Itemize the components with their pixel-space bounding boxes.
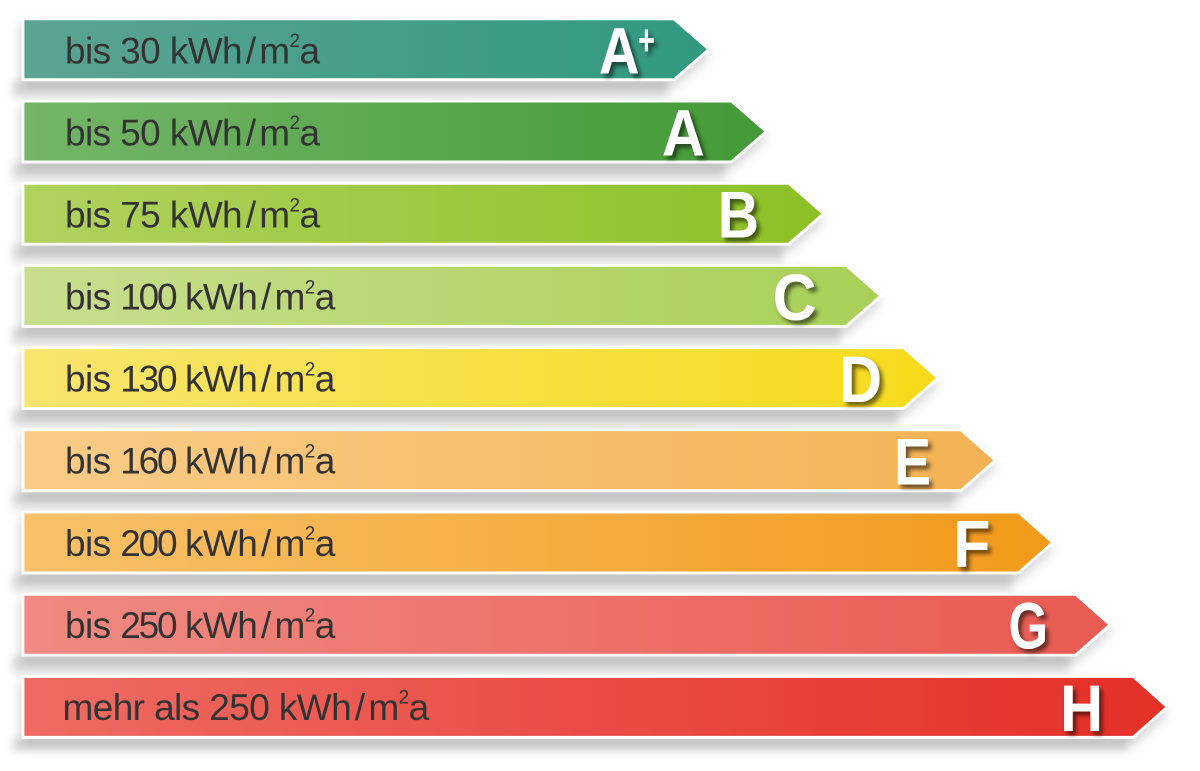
svg-text:bis 130 kWh/m2a: bis 130 kWh / m2a xyxy=(65,359,336,400)
svg-text:D: D xyxy=(839,343,882,417)
svg-text:B: B xyxy=(718,179,759,253)
svg-text:bis 160 kWh/m2a: bis 160 kWh / m2a xyxy=(65,441,336,482)
svg-text:A: A xyxy=(599,13,640,87)
svg-text:bis 75 kWh/m2a: bis 75 kWh / m2a xyxy=(65,195,321,236)
svg-text:E: E xyxy=(894,425,931,499)
svg-text:mehr als 250 kWh/m2a: mehr als 250 kWh / m2a xyxy=(63,687,430,728)
svg-text:F: F xyxy=(953,508,990,581)
svg-text:+: + xyxy=(638,15,655,65)
svg-text:bis 50 kWh/m2a: bis 50 kWh / m2a xyxy=(65,113,321,154)
svg-text:A: A xyxy=(662,97,705,171)
svg-text:bis 250 kWh/m2a: bis 250 kWh / m2a xyxy=(65,605,336,646)
svg-text:C: C xyxy=(773,262,817,335)
svg-text:G: G xyxy=(1008,590,1048,663)
svg-text:bis 30 kWh/m2a: bis 30 kWh / m2a xyxy=(65,31,321,72)
svg-text:bis 100 kWh/m2a: bis 100 kWh / m2a xyxy=(65,277,336,318)
svg-text:H: H xyxy=(1060,672,1103,746)
svg-text:bis 200 kWh/m2a: bis 200 kWh / m2a xyxy=(65,523,336,564)
